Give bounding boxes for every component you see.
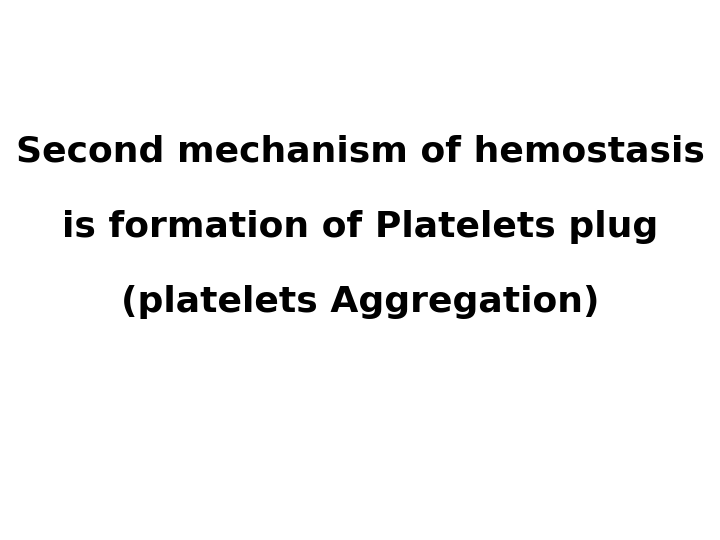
Text: Second mechanism of hemostasis: Second mechanism of hemostasis: [16, 134, 704, 168]
Text: is formation of Platelets plug: is formation of Platelets plug: [62, 210, 658, 244]
Text: (platelets Aggregation): (platelets Aggregation): [121, 286, 599, 319]
